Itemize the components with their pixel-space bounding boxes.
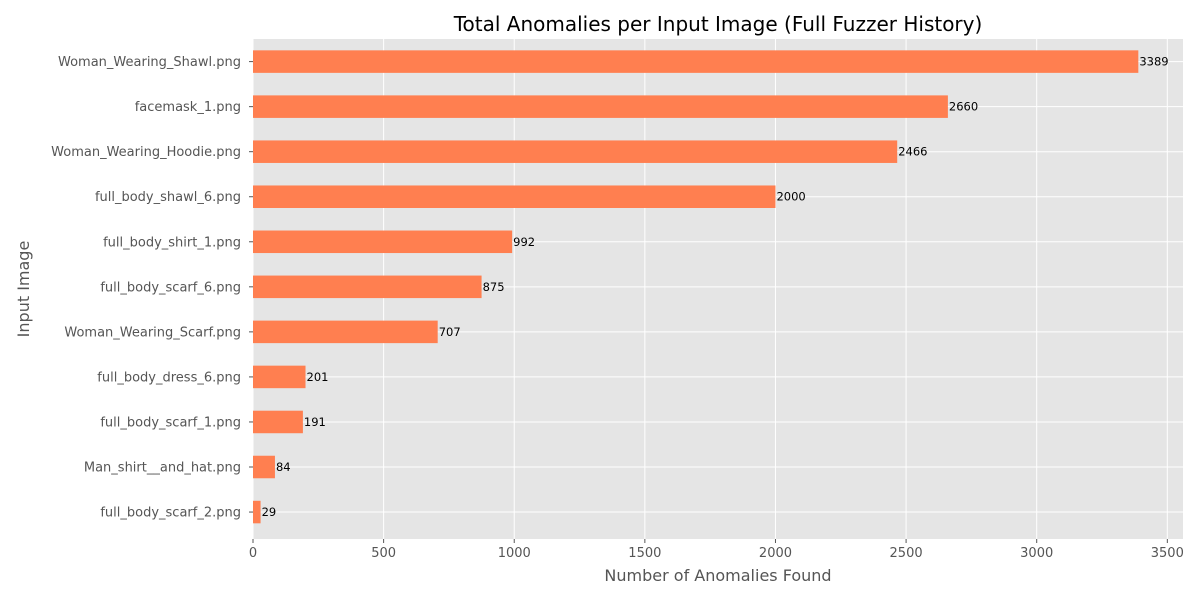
bar-value-label: 2660 (949, 100, 978, 114)
chart-title: Total Anomalies per Input Image (Full Fu… (453, 12, 983, 36)
bar-full-body-dress-6 (253, 365, 306, 389)
x-tick-label: 500 (371, 546, 396, 561)
bar-value-label: 707 (439, 325, 461, 339)
bar-full-body-scarf-2 (253, 500, 261, 524)
bar-value-label: 2466 (898, 145, 927, 159)
y-tick-label: full_body_scarf_1.png (100, 415, 241, 430)
bar-woman-wearing-shawl (253, 50, 1139, 73)
x-tick-label: 3000 (1020, 546, 1053, 561)
y-tick-label: full_body_shirt_1.png (103, 235, 241, 250)
bar-woman-wearing-scarf (253, 320, 438, 344)
y-axis-label: Input Image (14, 241, 33, 338)
x-tick-label: 0 (249, 546, 257, 561)
bar-value-label: 29 (262, 505, 277, 519)
y-tick-label: facemask_1.png (135, 100, 241, 115)
x-tick-label: 2500 (890, 546, 923, 561)
bar-full-body-shawl-6 (253, 185, 776, 208)
y-tick-label: Woman_Wearing_Hoodie.png (51, 145, 241, 160)
y-tick-label: full_body_scarf_6.png (100, 280, 241, 295)
x-tick-label: 3500 (1151, 546, 1184, 561)
bar-woman-wearing-hoodie (253, 140, 898, 163)
bar-man-shirt-and-hat (253, 455, 275, 479)
y-tick-label: Man_shirt__and_hat.png (84, 461, 241, 476)
y-tick-label: full_body_shawl_6.png (95, 190, 241, 205)
bar-value-label: 191 (304, 415, 326, 429)
data-labels: 3389 2660 2466 2000 992 875 707 201 191 84 29 (262, 55, 1169, 519)
y-tick-label: Woman_Wearing_Shawl.png (58, 55, 241, 70)
y-tick-label: full_body_scarf_2.png (100, 506, 241, 521)
bar-value-label: 84 (276, 460, 291, 474)
x-tick-label: 2000 (759, 546, 792, 561)
bar-value-label: 992 (513, 235, 535, 249)
x-tick-label: 1000 (498, 546, 531, 561)
bar-value-label: 201 (307, 370, 329, 384)
x-axis-ticks: 0 500 1000 1500 2000 2500 3000 3500 (249, 539, 1184, 561)
y-tick-label: full_body_dress_6.png (97, 370, 241, 385)
y-axis-ticks: Woman_Wearing_Shawl.png facemask_1.png Wom… (51, 55, 253, 521)
bar-full-body-scarf-1 (253, 410, 303, 434)
bar-full-body-scarf-6 (253, 275, 482, 299)
bar-value-label: 2000 (776, 190, 805, 204)
bars (253, 50, 1139, 524)
bar-value-label: 3389 (1139, 55, 1168, 69)
x-axis-label: Number of Anomalies Found (604, 566, 831, 585)
bar-value-label: 875 (483, 280, 505, 294)
bar-full-body-shirt-1 (253, 230, 513, 254)
y-tick-label: Woman_Wearing_Scarf.png (64, 325, 241, 340)
x-tick-label: 1500 (628, 546, 661, 561)
bar-facemask-1 (253, 95, 948, 118)
